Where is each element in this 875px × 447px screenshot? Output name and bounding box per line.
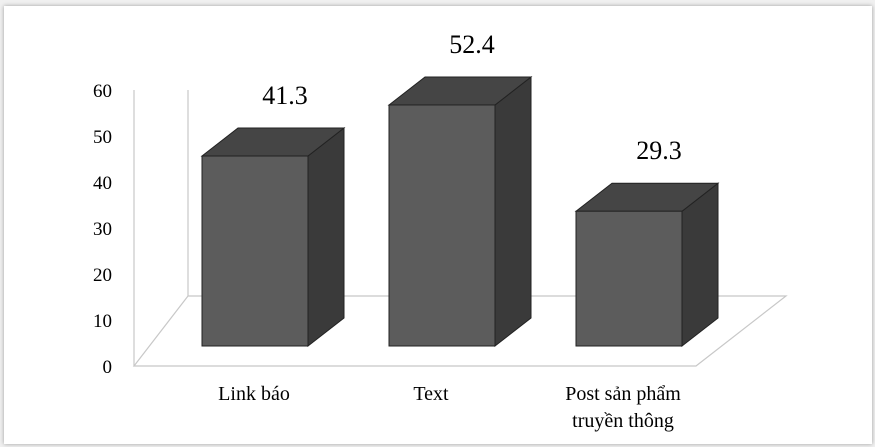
x-category-label: truyền thông [572, 410, 674, 432]
bar-value-label: 41.3 [262, 81, 308, 110]
bar-front-face [575, 210, 683, 347]
x-category-label: Text [413, 383, 449, 405]
bar-side-face [494, 75, 532, 348]
bar-front-face [201, 155, 309, 347]
y-tick-label: 60 [93, 81, 112, 102]
y-tick-label: 0 [103, 357, 113, 378]
y-tick-label: 20 [93, 265, 112, 286]
y-tick-label: 10 [93, 311, 112, 332]
y-tick-label: 30 [93, 219, 112, 240]
bar-side-face [307, 126, 345, 348]
y-tick-label: 40 [93, 173, 112, 194]
x-category-label: Post sản phẩm [565, 383, 681, 405]
x-category-label: Link báo [218, 383, 290, 405]
bar-value-label: 29.3 [636, 136, 682, 165]
y-tick-label: 50 [93, 127, 112, 148]
bar-front-face [388, 104, 496, 347]
bar-value-label: 52.4 [449, 30, 495, 59]
floor-plane [132, 295, 788, 367]
